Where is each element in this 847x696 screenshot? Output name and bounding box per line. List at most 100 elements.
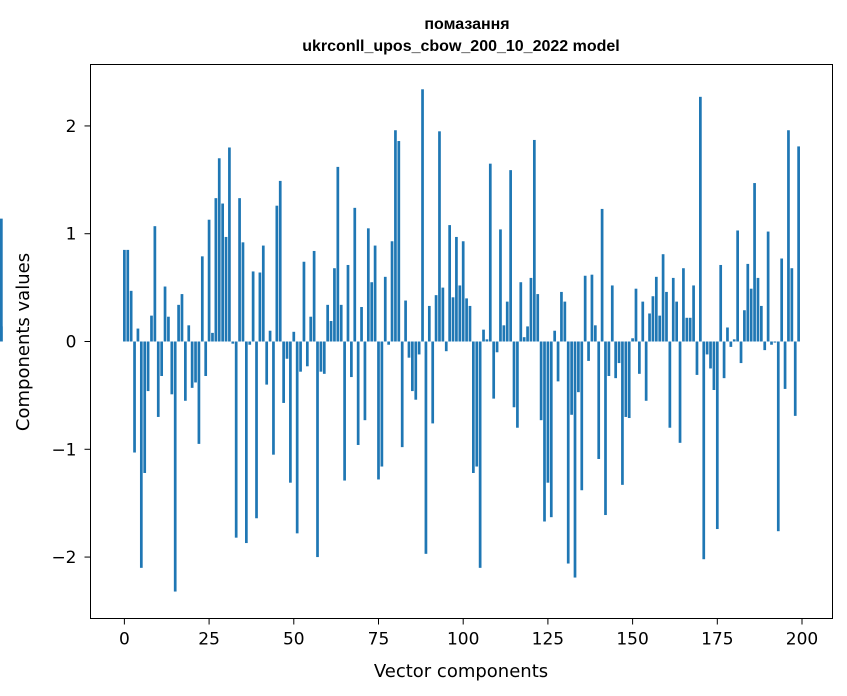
bar	[641, 301, 645, 342]
bar	[167, 316, 170, 342]
bar	[658, 315, 662, 342]
bar	[411, 341, 414, 392]
bar	[0, 326, 3, 342]
bar	[621, 341, 624, 485]
bar	[255, 341, 258, 519]
bar	[366, 228, 370, 342]
bar	[644, 341, 648, 401]
bar	[194, 341, 197, 383]
bar	[787, 130, 790, 342]
bar	[370, 282, 374, 342]
x-tick-label: 25	[198, 630, 220, 650]
bar	[482, 329, 485, 342]
bar	[587, 341, 590, 361]
bar	[289, 341, 292, 483]
bar	[532, 139, 536, 342]
bar	[678, 341, 682, 443]
bar	[536, 294, 540, 342]
bar	[455, 236, 458, 342]
bar	[675, 301, 678, 342]
bar	[434, 295, 438, 342]
bar	[475, 341, 479, 467]
bar	[566, 341, 570, 564]
bar	[126, 249, 130, 342]
bar	[248, 341, 252, 345]
bar	[468, 305, 472, 342]
bar	[343, 341, 346, 481]
bar	[688, 317, 692, 342]
bar	[600, 208, 604, 342]
bar	[350, 341, 353, 378]
bar	[441, 287, 445, 342]
x-axis-label: Vector components	[374, 661, 548, 682]
bar	[488, 163, 492, 342]
bar	[265, 341, 269, 385]
bar	[129, 290, 133, 342]
bar	[373, 245, 377, 342]
bar	[546, 341, 550, 483]
bar	[0, 218, 3, 342]
bar	[234, 341, 238, 538]
bar	[732, 339, 736, 342]
y-axis-ticks: −2 −1 0 1 2	[51, 117, 91, 568]
bar	[231, 341, 235, 344]
bar	[322, 341, 326, 374]
bar	[451, 297, 455, 342]
y-axis-label: Components values	[13, 253, 34, 431]
bar	[617, 341, 621, 364]
bar	[444, 341, 448, 352]
bar	[346, 264, 350, 342]
bar	[285, 341, 289, 359]
x-tick-label: 200	[786, 630, 818, 650]
bar	[177, 304, 180, 342]
bar	[390, 241, 394, 342]
bar	[638, 341, 641, 374]
bar	[292, 331, 296, 342]
chart-title-line2: ukrconll_upos_cbow_200_10_2022 model	[302, 38, 619, 55]
bar	[736, 230, 739, 342]
bar	[556, 341, 560, 382]
bar	[461, 241, 465, 342]
bar	[268, 330, 272, 342]
bar	[204, 341, 208, 376]
bar	[431, 341, 435, 424]
bar	[448, 225, 451, 342]
bar	[272, 341, 275, 455]
bar	[526, 326, 529, 342]
bar	[746, 263, 750, 342]
bar	[407, 341, 411, 358]
bar	[699, 96, 702, 342]
bar	[150, 315, 153, 342]
bar	[614, 341, 618, 379]
bar	[187, 325, 191, 342]
bar	[414, 341, 418, 400]
bar	[522, 337, 526, 342]
bar	[356, 341, 360, 445]
bar	[153, 226, 157, 342]
bar	[549, 341, 553, 518]
bar	[383, 276, 387, 342]
bar	[214, 198, 218, 342]
bar	[326, 304, 330, 342]
bar	[773, 341, 777, 343]
bar-group	[0, 89, 800, 592]
bar	[299, 341, 302, 372]
bar	[705, 341, 709, 355]
bar	[783, 341, 787, 389]
bar	[563, 301, 567, 342]
bar	[654, 276, 658, 342]
bar	[207, 219, 211, 342]
bar	[661, 254, 665, 342]
bar	[682, 268, 685, 342]
x-axis-ticks: 0 25 50 75 100 125 150 175 200	[119, 618, 818, 650]
plot-frame	[90, 64, 833, 619]
bar	[712, 341, 716, 390]
bar	[478, 341, 482, 568]
bar	[261, 245, 265, 342]
bar	[743, 310, 746, 342]
bar	[228, 147, 231, 342]
bar	[634, 288, 638, 342]
bar	[143, 341, 147, 473]
bar	[336, 166, 340, 342]
bar	[136, 328, 140, 342]
